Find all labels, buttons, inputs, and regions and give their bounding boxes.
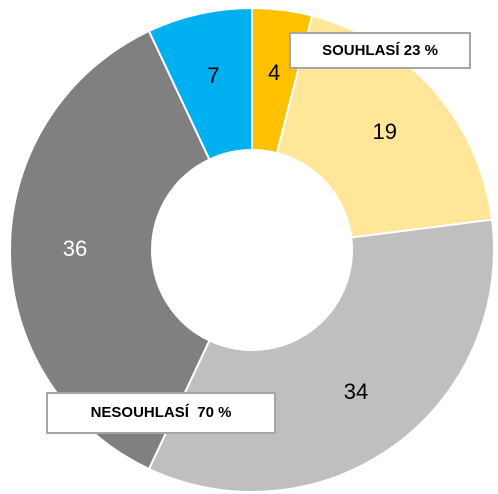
value-label: 36 (63, 236, 87, 261)
annotation-box (289, 32, 471, 69)
annotation-box (46, 392, 276, 434)
value-label: 34 (344, 379, 368, 404)
value-label: 7 (207, 63, 219, 88)
annotation: NESOUHLASÍ 70 % (91, 404, 232, 421)
slice (9, 29, 211, 471)
value-label: 4 (268, 60, 280, 85)
value-label: 19 (373, 119, 397, 144)
annotation: SOUHLASÍ 23 % (322, 42, 438, 59)
slice (147, 6, 253, 161)
